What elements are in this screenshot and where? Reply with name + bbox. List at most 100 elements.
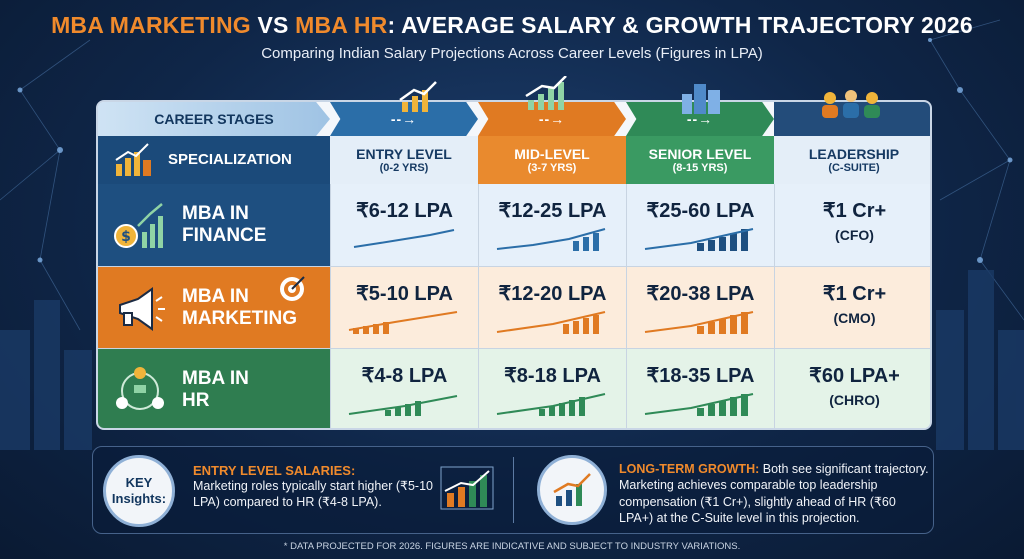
row-label-marketing: MBA in Marketing — [98, 267, 330, 349]
stage-arrow-entry: --→ — [330, 102, 478, 136]
cell-marketing-mid: ₹12-20 LPA — [478, 267, 626, 349]
table-row-finance: $ MBA in Finance ₹6-12 LPA ₹12-25 LPA ₹25… — [98, 184, 930, 266]
cell-hr-mid: ₹8-18 LPA — [478, 349, 626, 428]
row-label-line1: MBA in — [182, 286, 249, 308]
header-entry-label: Entry Level — [356, 145, 452, 162]
growth-chart-icon — [525, 76, 567, 110]
header-senior-range: (8-15 Yrs) — [672, 161, 728, 174]
cell-marketing-leadership: ₹1 Cr+ (CMO) — [774, 267, 930, 349]
cell-marketing-senior: ₹20-38 LPA — [626, 267, 774, 349]
salary-value: ₹12-20 LPA — [498, 283, 607, 305]
career-stages-label: Career Stages — [98, 102, 330, 136]
salary-value: ₹20-38 LPA — [646, 283, 755, 305]
header-mid-label: Mid-Level — [514, 145, 590, 162]
insight-entry-body: Marketing roles typically start higher (… — [193, 479, 433, 510]
trend-bars-icon — [644, 311, 753, 334]
header-leadership: Leadership (C-Suite) — [774, 136, 930, 184]
header-specialization-label: Specialization — [168, 151, 292, 169]
header-mid-range: (3-7 Yrs) — [527, 161, 577, 174]
insight-entry-heading: Entry Level Salaries: — [193, 463, 356, 478]
header-entry-level: Entry Level (0-2 Yrs) — [330, 136, 478, 184]
insights-divider — [513, 457, 514, 523]
cell-marketing-entry: ₹5-10 LPA — [330, 267, 478, 349]
money-chart-icon: $ — [114, 203, 163, 248]
page-title: MBA Marketing vs MBA HR: Average Salary … — [0, 12, 1024, 39]
growth-chart-icon — [115, 143, 151, 176]
insight-growth-body: Both see significant trajectory. Marketi… — [619, 462, 929, 525]
trend-bars-icon — [496, 393, 605, 416]
salary-value: ₹60 LPA+ — [809, 365, 900, 387]
cell-finance-senior: ₹25-60 LPA — [626, 184, 774, 266]
cell-finance-leadership: ₹1 Cr+ (CFO) — [774, 184, 930, 266]
svg-text:$: $ — [121, 229, 131, 245]
row-label-line2: Marketing — [182, 308, 298, 329]
title-part-rest: : Average Salary & Growth Trajectory 202… — [387, 12, 973, 38]
salary-value: ₹25-60 LPA — [646, 200, 755, 222]
target-icon — [280, 276, 305, 301]
growth-chart-icon — [537, 455, 607, 525]
page-subtitle: Comparing Indian Salary Projections Acro… — [261, 45, 763, 62]
leadership-role: (CFO) — [835, 227, 874, 243]
salary-value: ₹1 Cr+ — [822, 200, 887, 222]
row-label-finance: $ MBA in Finance — [98, 184, 330, 266]
salary-value: ₹8-18 LPA — [504, 365, 601, 387]
stage-arrow-text: --→ — [686, 111, 714, 127]
header-leadership-range: (C-Suite) — [828, 161, 880, 174]
cell-hr-entry: ₹4-8 LPA — [330, 349, 478, 428]
header-senior-label: Senior Level — [648, 145, 752, 162]
leadership-role: (CMO) — [833, 310, 876, 326]
stage-arrow-text: --→ — [538, 111, 566, 127]
salary-value: ₹5-10 LPA — [356, 283, 453, 305]
row-label-line1: MBA in — [182, 368, 249, 390]
row-label-hr: MBA in HR — [98, 349, 330, 428]
growth-chart-icon — [399, 81, 437, 112]
leadership-role: (CHRO) — [829, 392, 880, 408]
insight-entry-level: Entry Level Salaries: Marketing roles ty… — [193, 463, 493, 511]
salary-value: ₹6-12 LPA — [356, 200, 453, 222]
header-mid-level: Mid-Level (3-7 Yrs) — [478, 136, 626, 184]
people-network-icon — [116, 367, 164, 410]
career-stages-row: Career Stages --→ --→ --→ — [98, 102, 930, 136]
header-entry-range: (0-2 Yrs) — [379, 161, 429, 174]
insight-long-term-growth: Long-Term Growth: Both see significant t… — [619, 461, 929, 526]
insights-panel: Key Insights: Entry Level Salaries: Marke… — [92, 446, 934, 534]
trend-bars-icon — [348, 311, 457, 334]
bar-chart-icon — [440, 466, 494, 510]
cell-finance-mid: ₹12-25 LPA — [478, 184, 626, 266]
megaphone-icon — [119, 287, 165, 331]
stage-arrow-text: --→ — [390, 111, 418, 127]
trend-bars-icon — [644, 228, 753, 251]
insight-growth-heading: Long-Term Growth: — [619, 462, 760, 476]
row-label-line1: MBA in — [182, 203, 249, 225]
title-part-hr: MBA HR — [295, 12, 388, 38]
trend-bars-icon — [348, 395, 457, 416]
footnote: * Data projected for 2026. Figures are i… — [283, 541, 741, 552]
trend-bars-icon — [496, 311, 605, 334]
salary-value: ₹1 Cr+ — [822, 283, 887, 305]
key-insights-badge: Key Insights: — [103, 455, 175, 527]
header-specialization: Specialization — [98, 136, 330, 184]
salary-value: ₹4-8 LPA — [361, 365, 448, 387]
cell-hr-senior: ₹18-35 LPA — [626, 349, 774, 428]
cell-hr-leadership: ₹60 LPA+ (CHRO) — [774, 349, 930, 428]
title-part-marketing: MBA Marketing — [51, 12, 251, 38]
cell-finance-entry: ₹6-12 LPA — [330, 184, 478, 266]
key-insights-line2: Insights: — [111, 491, 167, 506]
city-buildings-icon — [682, 84, 720, 114]
row-label-line2: Finance — [182, 225, 267, 246]
table-row-hr: MBA in HR ₹4-8 LPA ₹8-18 LPA ₹18-35 LPA ₹… — [98, 348, 930, 428]
trend-bars-icon — [644, 393, 753, 416]
trend-chart-icon — [353, 229, 454, 248]
row-label-line2: HR — [182, 390, 210, 411]
header-senior-level: Senior Level (8-15 Yrs) — [626, 136, 774, 184]
salary-value: ₹12-25 LPA — [498, 200, 607, 222]
salary-table: Career Stages --→ --→ --→ Specialization… — [96, 100, 932, 430]
title-part-vs: vs — [250, 12, 296, 38]
header-leadership-label: Leadership — [808, 145, 900, 162]
trend-bars-icon — [496, 228, 605, 251]
executives-icon — [822, 90, 880, 118]
table-row-marketing: MBA in Marketing ₹5-10 LPA ₹12-20 LPA ₹20… — [98, 266, 930, 349]
salary-value: ₹18-35 LPA — [646, 365, 755, 387]
key-insights-line1: Key — [125, 475, 153, 491]
